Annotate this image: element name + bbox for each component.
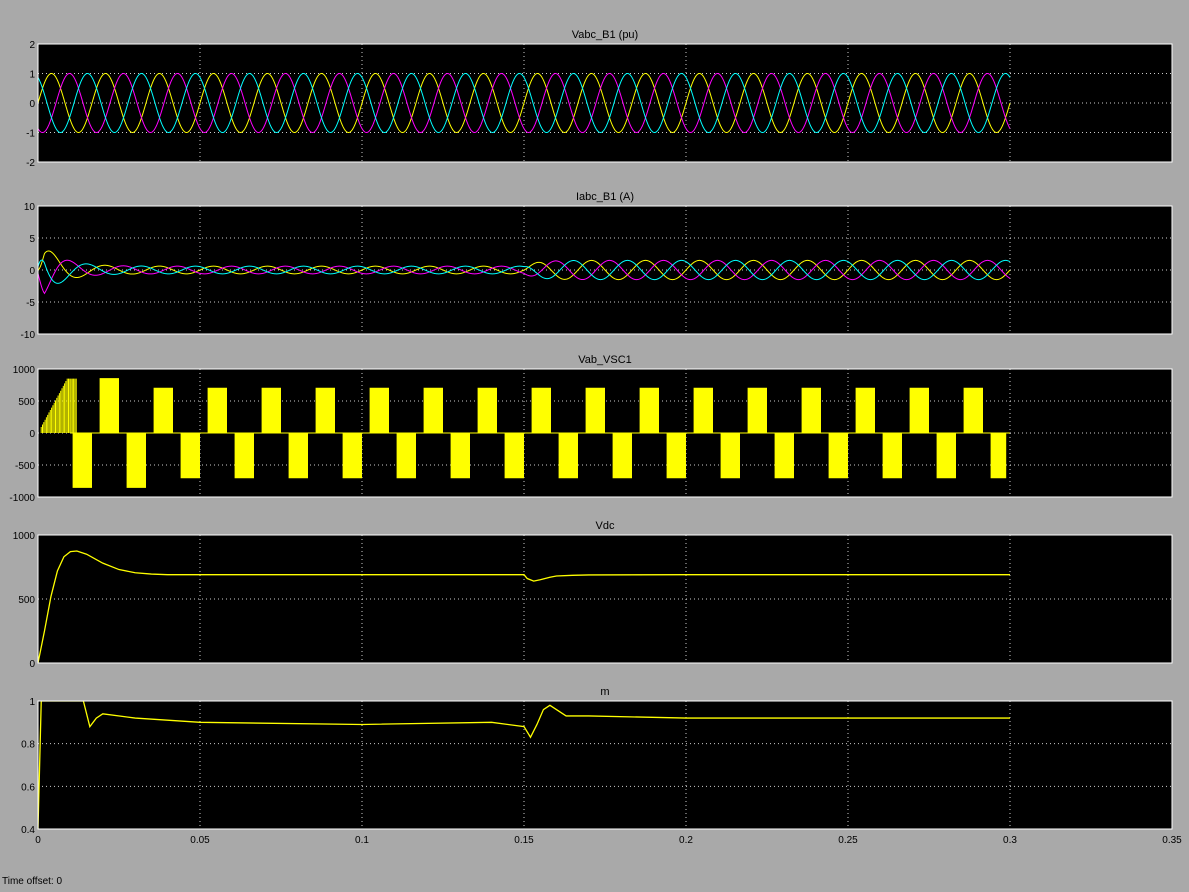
series-line-1: [38, 250, 1011, 281]
y-tick-label: 0.6: [21, 782, 35, 793]
plot-border: [37, 205, 1173, 335]
panel-title: Vdc: [596, 520, 615, 532]
panel-title: Iabc_B1 (A): [576, 191, 634, 203]
x-tick-label: 0.05: [190, 835, 210, 846]
x-tick-label: 0.2: [679, 835, 693, 846]
y-tick-label: 1: [29, 697, 35, 708]
y-tick-label: 500: [18, 397, 35, 408]
series-group: [38, 550, 1010, 663]
panel-title: Vabc_B1 (pu): [572, 29, 638, 41]
x-tick-label: 0.1: [355, 835, 369, 846]
y-tick-label: 2: [29, 40, 35, 51]
scope-panel-2: Iabc_B1 (A) 10 5 0 -5 -10: [21, 191, 1173, 341]
x-tick-label: 0.25: [838, 835, 858, 846]
plot-area: [38, 535, 1172, 663]
panel-title: Vab_VSC1: [578, 354, 632, 366]
y-tick-label: 500: [18, 595, 35, 606]
y-tick-label: 0: [29, 429, 35, 440]
scope-panel-5: m 1 0.8 0.6 0.40 0.05 0.1 0.15 0.2 0.25 0.3 0.35: [21, 686, 1182, 846]
time-offset-label: Time offset:: [2, 876, 54, 887]
series-line-2: [38, 259, 1011, 295]
series-line-3: [38, 72, 1011, 134]
y-tick-label: 0.4: [21, 825, 35, 836]
y-tick-label: 0.8: [21, 740, 35, 751]
series-line-2: [38, 72, 1011, 134]
y-tick-label: 0: [29, 266, 35, 277]
x-tick-label: 0.3: [1003, 835, 1017, 846]
y-tick-label: -5: [26, 298, 35, 309]
y-tick-label: 0: [29, 99, 35, 110]
series-line-1: [38, 701, 1010, 829]
series-line-1: [38, 72, 1011, 134]
scope-panel-3: Vab_VSC1 1000 500 0 -500 -1000: [9, 354, 1173, 504]
plot-area: [38, 701, 1172, 829]
y-tick-label: 5: [29, 234, 35, 245]
y-tick-label: -1000: [9, 493, 35, 504]
series-group: [38, 701, 1010, 829]
series-group: [38, 250, 1011, 295]
scope-panel-1: Vabc_B1 (pu) 2 1 0 -1 -2: [26, 29, 1173, 169]
plot-border: [37, 534, 1173, 664]
x-tick-label: 0.15: [514, 835, 534, 846]
series-line-1: [38, 550, 1010, 663]
y-tick-label: 1: [29, 70, 35, 81]
status-bar: Time offset: 0: [2, 876, 62, 887]
plot-border: [37, 700, 1173, 830]
series-group: [38, 72, 1011, 134]
y-tick-label: 0: [29, 659, 35, 670]
x-tick-label: 0.35: [1162, 835, 1182, 846]
y-tick-label: -1: [26, 129, 35, 140]
plot-border: [37, 43, 1173, 163]
x-tick-label: 0: [35, 835, 41, 846]
y-tick-label: -10: [21, 330, 36, 341]
y-tick-label: 10: [24, 202, 36, 213]
series-line-3: [38, 259, 1011, 284]
panel-title: m: [600, 686, 609, 698]
y-tick-label: -2: [26, 158, 35, 169]
scope-panel-4: Vdc 1000 500 0: [13, 520, 1173, 670]
y-tick-label: -500: [15, 461, 35, 472]
y-tick-label: 1000: [13, 531, 36, 542]
series-group: [40, 378, 1010, 488]
time-offset-value: 0: [56, 876, 63, 887]
plot-border: [37, 368, 1173, 498]
y-tick-label: 1000: [13, 365, 36, 376]
